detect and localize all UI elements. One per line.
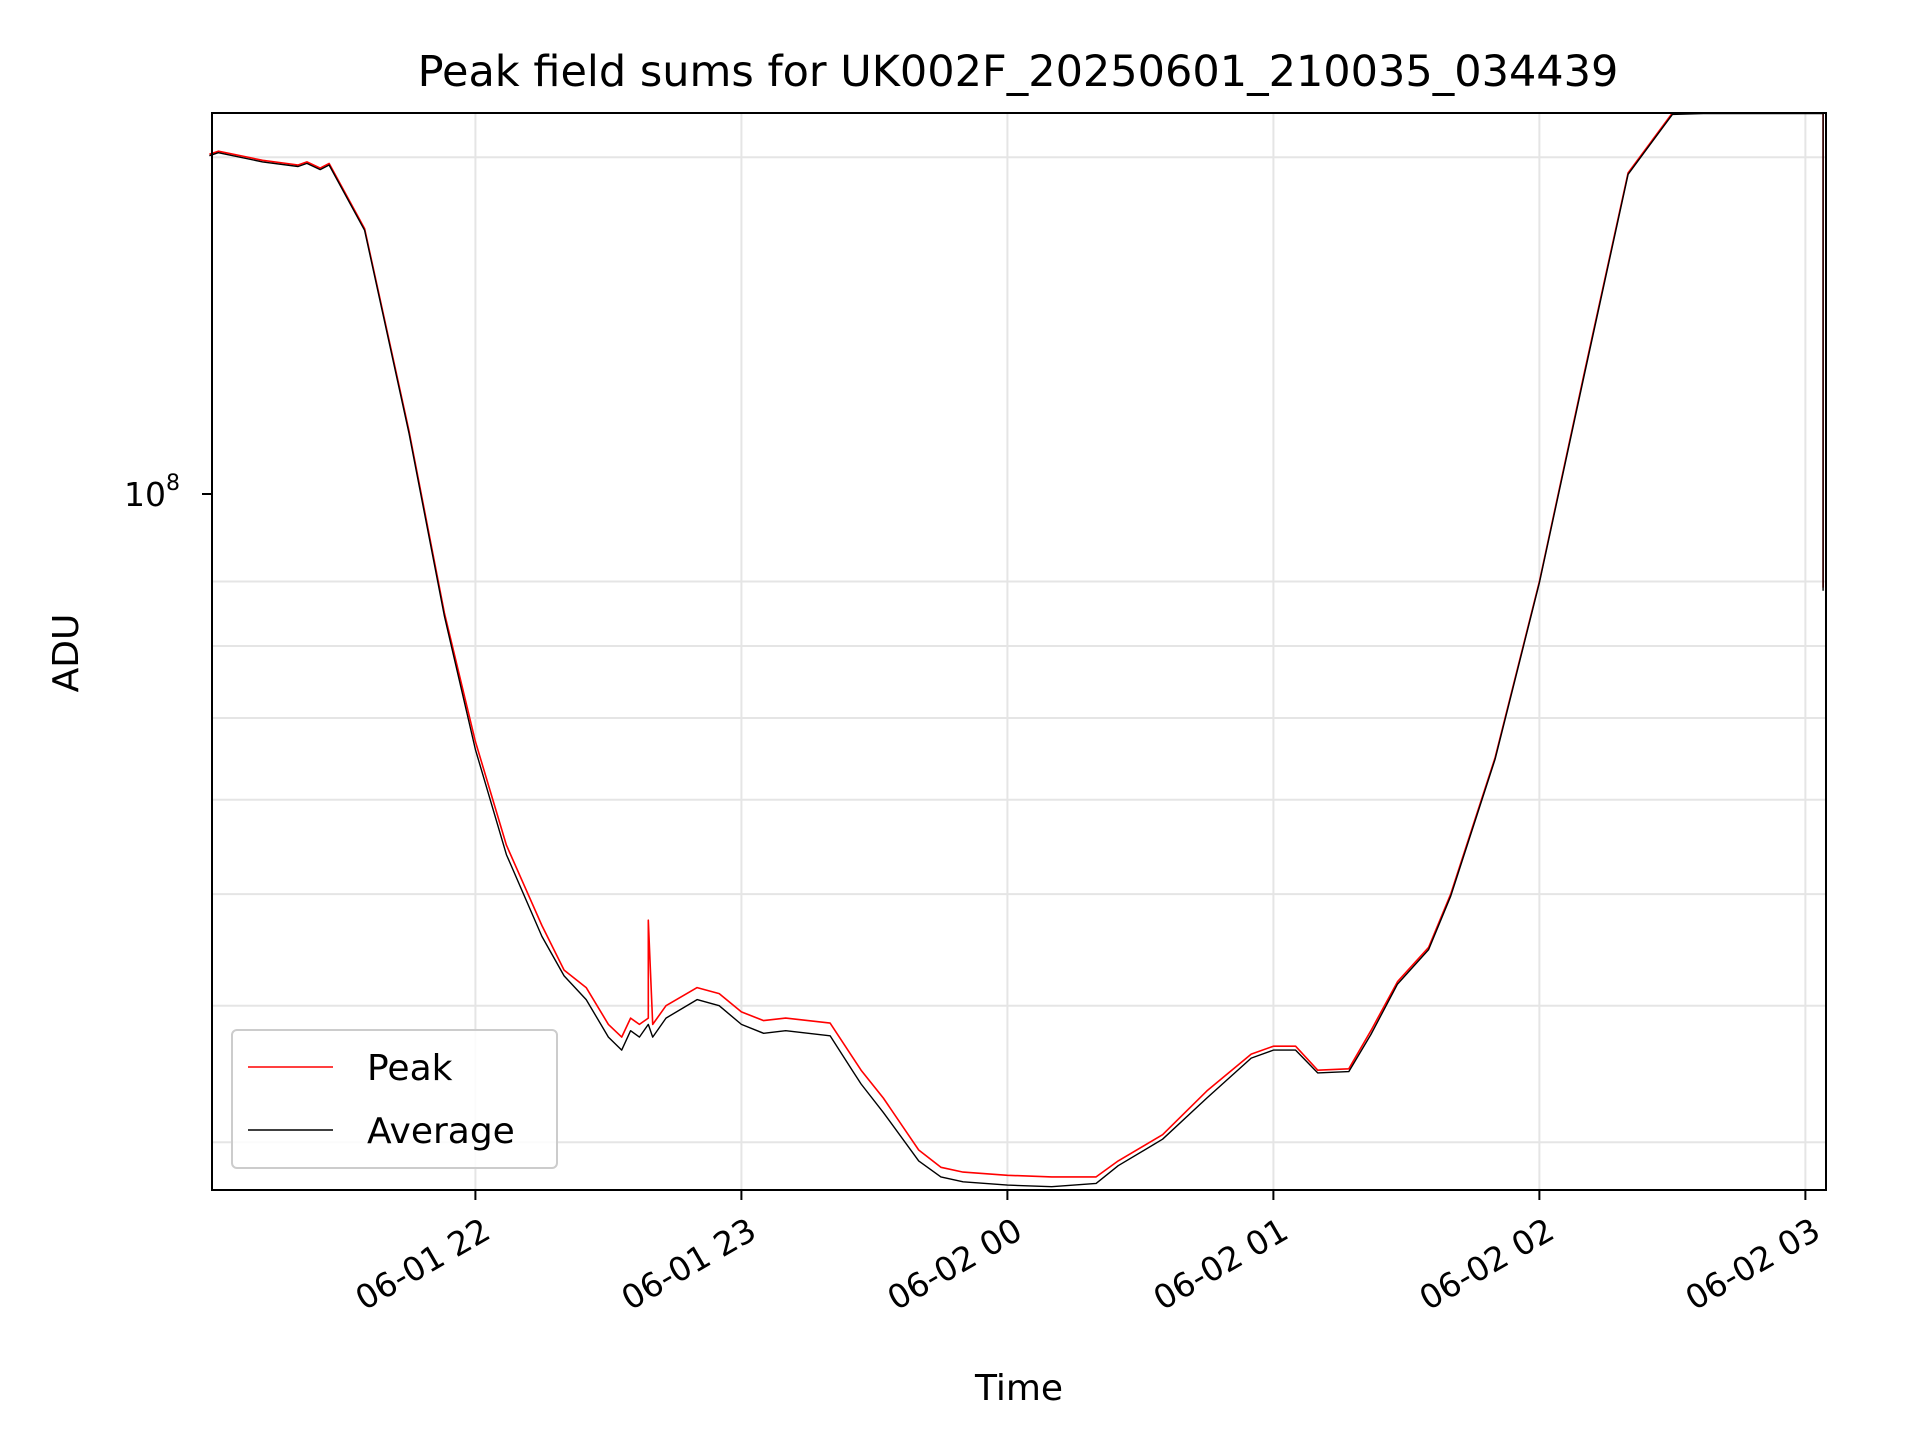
plot-area-frame xyxy=(211,112,1827,1191)
legend: Peak Average xyxy=(231,1029,558,1169)
chart-title: Peak field sums for UK002F_20250601_2100… xyxy=(418,47,1619,97)
y-axis-label: ADU xyxy=(46,614,87,693)
x-axis-label: Time xyxy=(974,1368,1063,1409)
series-line-average xyxy=(209,112,1824,1188)
legend-box xyxy=(231,1029,558,1169)
grid-lines xyxy=(212,113,1826,1190)
series-lines xyxy=(209,112,1824,1188)
legend-label-average: Average xyxy=(367,1111,515,1152)
legend-label-peak: Peak xyxy=(367,1048,453,1089)
